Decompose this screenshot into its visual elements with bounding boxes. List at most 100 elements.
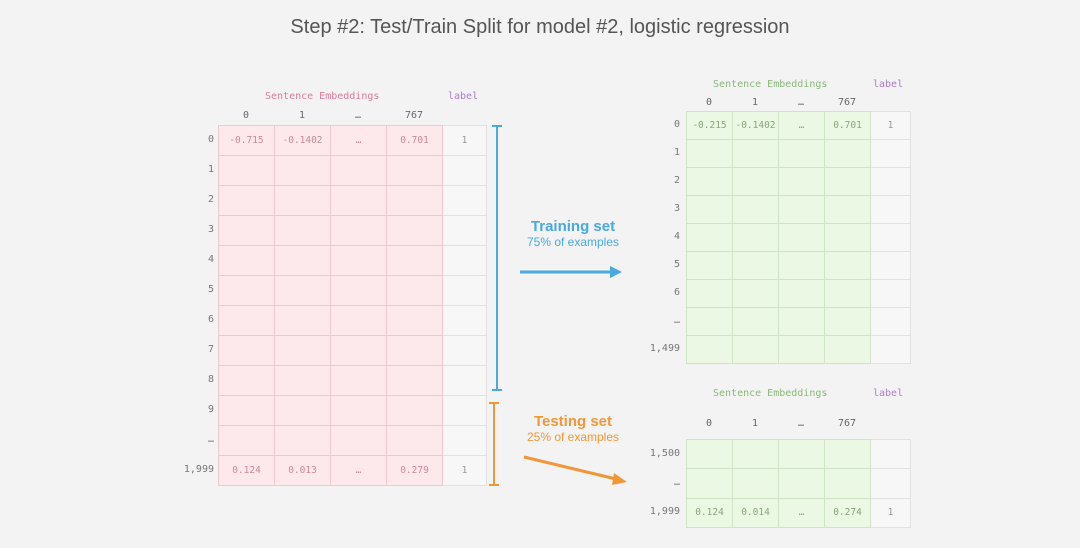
table-row bbox=[686, 223, 911, 252]
table-cell bbox=[778, 167, 825, 196]
column-header: 767 bbox=[837, 97, 857, 108]
table-row: -0.215 -0.1402… 0.701 1 bbox=[686, 111, 911, 140]
row-index-label: 8 bbox=[207, 374, 214, 385]
row-index-label: 1,999 bbox=[183, 464, 214, 475]
label-cell bbox=[870, 167, 911, 196]
table-cell bbox=[732, 279, 779, 308]
table-cell bbox=[386, 395, 443, 426]
testing-table-label-header: label bbox=[873, 388, 904, 399]
label-cell bbox=[870, 251, 911, 280]
table-row bbox=[218, 245, 487, 276]
row-index-label: 1,499 bbox=[649, 343, 680, 354]
table-cell: … bbox=[330, 125, 387, 156]
column-header: 767 bbox=[404, 110, 424, 121]
label-cell bbox=[870, 279, 911, 308]
table-cell bbox=[218, 395, 275, 426]
label-cell bbox=[442, 365, 487, 396]
column-header: 1 bbox=[298, 110, 306, 121]
table-cell bbox=[778, 139, 825, 168]
testing-bracket bbox=[489, 402, 499, 486]
table-cell bbox=[686, 438, 733, 470]
training-table-label-header: label bbox=[873, 79, 904, 90]
row-index-label: 5 bbox=[673, 259, 680, 270]
table-row bbox=[686, 438, 911, 470]
table-cell bbox=[386, 185, 443, 216]
training-arrow bbox=[520, 266, 622, 278]
full-table: -0.715 -0.1402… 0.701 1 0.124 0.013… 0.279 1 bbox=[218, 125, 487, 486]
table-cell bbox=[274, 305, 331, 336]
table-cell bbox=[686, 167, 733, 196]
table-cell bbox=[330, 155, 387, 186]
column-header: … bbox=[797, 418, 805, 429]
table-row bbox=[218, 155, 487, 186]
testing-set-subtitle: 25% of examples bbox=[526, 430, 620, 444]
table-cell bbox=[824, 438, 871, 470]
label-cell: 1 bbox=[442, 125, 487, 156]
table-cell bbox=[386, 215, 443, 246]
label-cell bbox=[442, 305, 487, 336]
training-table-header: Sentence Embeddings bbox=[713, 79, 828, 90]
table-row bbox=[686, 468, 911, 499]
table-cell bbox=[330, 395, 387, 426]
table-cell bbox=[330, 245, 387, 276]
table-cell bbox=[824, 468, 871, 499]
table-cell: 0.701 bbox=[824, 111, 871, 140]
label-cell bbox=[442, 245, 487, 276]
row-index-label: … bbox=[673, 476, 680, 488]
row-index-label: 3 bbox=[673, 203, 680, 214]
label-cell bbox=[870, 438, 911, 470]
table-cell bbox=[732, 307, 779, 336]
table-cell: 0.013 bbox=[274, 455, 331, 486]
table-row bbox=[218, 335, 487, 366]
row-index-label: 0 bbox=[673, 119, 680, 130]
table-cell bbox=[686, 468, 733, 499]
table-row bbox=[686, 251, 911, 280]
table-cell bbox=[274, 335, 331, 366]
row-index-label: … bbox=[673, 315, 680, 326]
testing-set-label: Testing set 25% of examples bbox=[503, 413, 643, 444]
table-cell: … bbox=[330, 455, 387, 486]
table-cell bbox=[386, 155, 443, 186]
table-cell bbox=[330, 365, 387, 396]
table-cell: … bbox=[778, 497, 825, 528]
table-cell bbox=[778, 195, 825, 224]
table-cell: 0.279 bbox=[386, 455, 443, 486]
label-cell bbox=[870, 468, 911, 499]
table-row bbox=[686, 279, 911, 308]
row-index-label: 4 bbox=[673, 231, 680, 242]
row-index-label: 1,999 bbox=[649, 506, 680, 518]
table-cell bbox=[686, 307, 733, 336]
table-cell bbox=[778, 335, 825, 364]
table-row bbox=[218, 275, 487, 306]
training-set-title: Training set bbox=[530, 218, 616, 235]
table-cell: -0.215 bbox=[686, 111, 733, 140]
table-cell bbox=[274, 185, 331, 216]
table-cell bbox=[824, 167, 871, 196]
column-header: 0 bbox=[705, 97, 713, 108]
table-cell bbox=[732, 167, 779, 196]
table-cell bbox=[218, 425, 275, 456]
table-cell bbox=[732, 223, 779, 252]
table-cell bbox=[686, 335, 733, 364]
label-cell: 1 bbox=[870, 111, 911, 140]
table-row: 0.124 0.013… 0.279 1 bbox=[218, 455, 487, 486]
table-row bbox=[218, 425, 487, 456]
label-cell bbox=[442, 335, 487, 366]
table-cell: -0.1402 bbox=[274, 125, 331, 156]
row-index-label: 2 bbox=[207, 194, 214, 205]
row-index-label: 0 bbox=[207, 134, 214, 145]
table-cell: … bbox=[778, 111, 825, 140]
column-header: 767 bbox=[837, 418, 857, 429]
table-cell bbox=[330, 275, 387, 306]
table-cell: -0.1402 bbox=[732, 111, 779, 140]
row-index-label: 2 bbox=[673, 175, 680, 186]
table-cell bbox=[274, 365, 331, 396]
table-cell bbox=[274, 395, 331, 426]
label-cell bbox=[442, 155, 487, 186]
training-bracket bbox=[492, 125, 502, 391]
table-cell bbox=[778, 223, 825, 252]
table-cell: 0.701 bbox=[386, 125, 443, 156]
table-row bbox=[218, 185, 487, 216]
table-cell: 0.274 bbox=[824, 497, 871, 528]
label-cell: 1 bbox=[870, 497, 911, 528]
